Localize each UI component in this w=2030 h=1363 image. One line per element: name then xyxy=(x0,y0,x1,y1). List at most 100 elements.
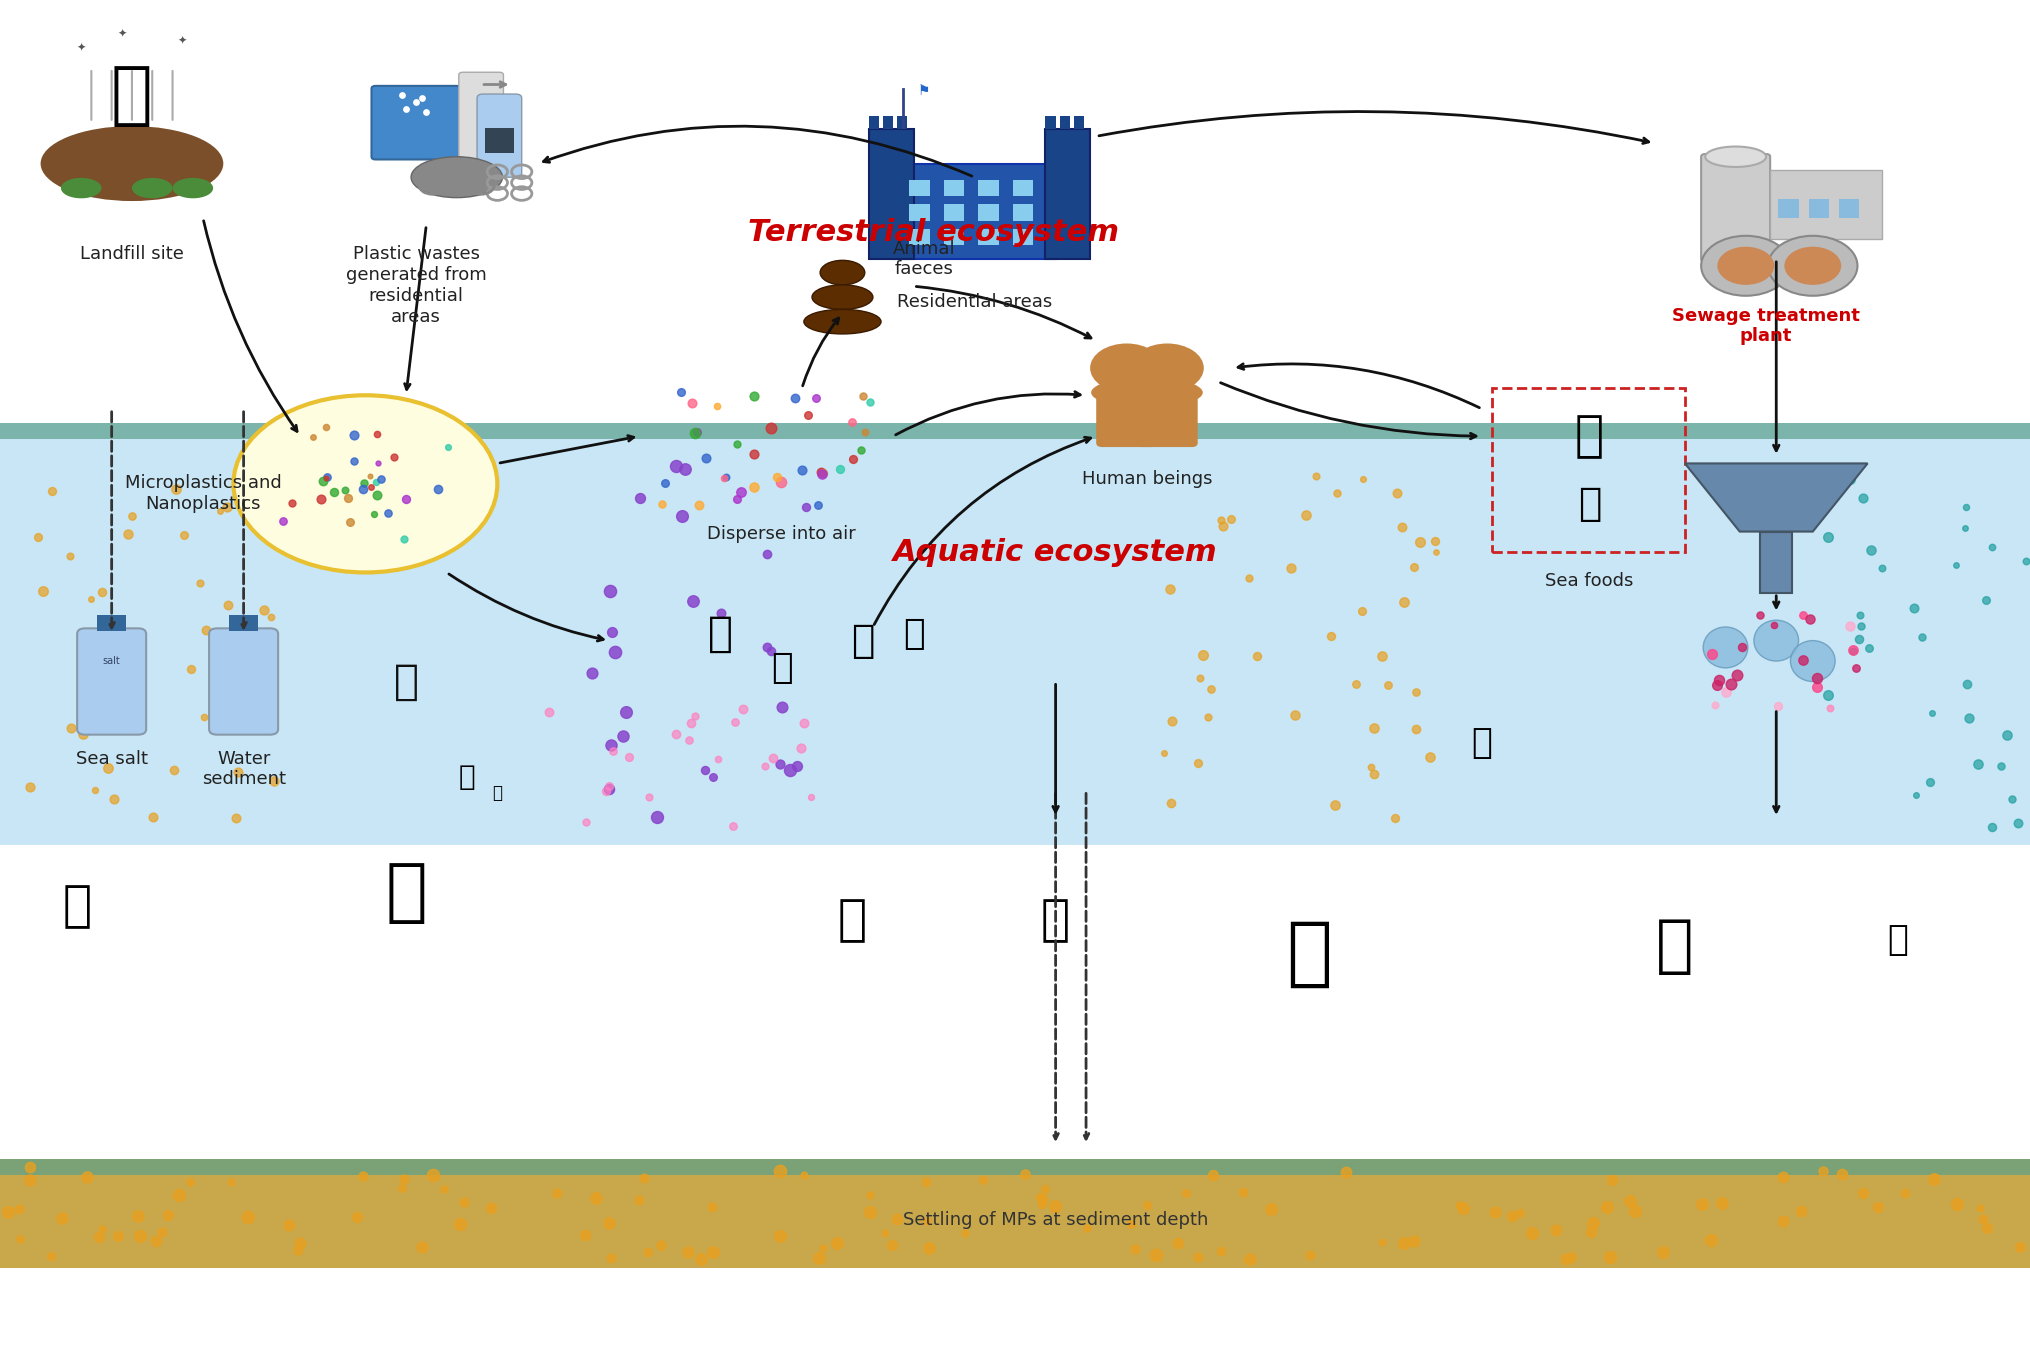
Text: Plastic wastes
generated from
residential
areas: Plastic wastes generated from residentia… xyxy=(345,245,487,326)
Point xyxy=(684,1249,717,1270)
Point xyxy=(1389,592,1421,613)
Point xyxy=(1801,676,1833,698)
Point xyxy=(187,706,219,728)
Point xyxy=(1577,1212,1610,1234)
Point xyxy=(1372,673,1405,695)
Point xyxy=(1181,1246,1214,1268)
Point xyxy=(672,1240,704,1262)
Point xyxy=(721,488,753,510)
Point xyxy=(1918,1168,1951,1190)
Point xyxy=(1419,530,1451,552)
Point xyxy=(347,472,380,493)
Point xyxy=(1833,615,1866,637)
Point xyxy=(623,1189,656,1210)
Bar xyxy=(1045,116,1056,129)
Point xyxy=(1916,702,1949,724)
Text: 🐡: 🐡 xyxy=(63,882,91,931)
Point xyxy=(91,758,124,780)
Ellipse shape xyxy=(804,309,881,334)
Text: salt: salt xyxy=(104,656,120,667)
Point xyxy=(26,579,59,601)
Point xyxy=(1293,1244,1326,1266)
Point xyxy=(386,1178,418,1199)
Ellipse shape xyxy=(173,179,213,199)
Point xyxy=(97,657,130,679)
Point xyxy=(4,1228,37,1250)
Point xyxy=(272,1214,304,1236)
Point xyxy=(416,1164,449,1186)
Bar xyxy=(1778,199,1799,218)
Text: 🦭: 🦭 xyxy=(386,859,426,927)
Point xyxy=(365,469,398,491)
Point xyxy=(696,1240,729,1262)
Point xyxy=(1596,1169,1628,1191)
Text: ✦: ✦ xyxy=(118,29,126,40)
Point xyxy=(1549,1249,1581,1270)
Point xyxy=(725,481,757,503)
Point xyxy=(152,1204,185,1225)
Point xyxy=(1025,1193,1058,1214)
Point xyxy=(1443,1194,1476,1216)
Ellipse shape xyxy=(410,157,503,198)
Point xyxy=(836,412,869,433)
Text: 🐢: 🐢 xyxy=(1656,917,1693,977)
Text: Settling of MPs at sediment depth: Settling of MPs at sediment depth xyxy=(903,1210,1208,1229)
Circle shape xyxy=(1131,343,1204,393)
Point xyxy=(219,807,252,829)
Point xyxy=(449,1191,481,1213)
Point xyxy=(215,1171,248,1193)
Bar xyxy=(1013,204,1033,221)
Text: ✦: ✦ xyxy=(179,35,187,46)
Point xyxy=(221,761,254,782)
Point xyxy=(1837,639,1870,661)
Point xyxy=(844,440,877,462)
Point xyxy=(1009,1163,1041,1184)
Point xyxy=(765,696,798,718)
Point xyxy=(1358,763,1391,785)
FancyBboxPatch shape xyxy=(459,72,503,166)
Point xyxy=(85,1217,118,1239)
Point xyxy=(1153,578,1186,600)
Point xyxy=(869,1221,901,1243)
Point xyxy=(1784,1201,1817,1223)
Point xyxy=(102,1225,134,1247)
Point xyxy=(1228,1180,1261,1202)
Text: Residential areas: Residential areas xyxy=(897,293,1052,311)
Point xyxy=(1315,626,1348,647)
Point xyxy=(347,1165,380,1187)
Point xyxy=(1340,673,1372,695)
Point xyxy=(1255,1198,1287,1220)
Point xyxy=(780,755,812,777)
Point xyxy=(1726,637,1758,658)
Ellipse shape xyxy=(1790,641,1835,682)
Point xyxy=(751,542,784,564)
Point xyxy=(1744,604,1776,626)
Point xyxy=(1386,517,1419,538)
Bar xyxy=(897,116,907,129)
Bar xyxy=(944,204,964,221)
Point xyxy=(91,626,124,647)
Point xyxy=(422,478,455,500)
Polygon shape xyxy=(1685,463,1868,532)
Point xyxy=(211,594,244,616)
Point xyxy=(1614,1190,1646,1212)
Point xyxy=(700,748,733,770)
Bar xyxy=(229,615,258,631)
Point xyxy=(1029,1178,1062,1199)
Bar xyxy=(1013,229,1033,245)
Point xyxy=(570,811,603,833)
Point xyxy=(1766,1210,1799,1232)
Bar xyxy=(1013,180,1033,196)
Point xyxy=(1496,1205,1529,1227)
Bar xyxy=(978,229,999,245)
Bar xyxy=(978,180,999,196)
Text: Microplastics and
Nanoplastics: Microplastics and Nanoplastics xyxy=(124,474,282,512)
Point xyxy=(1399,556,1431,578)
Ellipse shape xyxy=(1703,627,1748,668)
Point xyxy=(1399,718,1431,740)
Point xyxy=(660,455,692,477)
Point xyxy=(1299,465,1332,487)
Point xyxy=(337,451,369,473)
Point xyxy=(311,468,343,489)
Point xyxy=(1181,752,1214,774)
